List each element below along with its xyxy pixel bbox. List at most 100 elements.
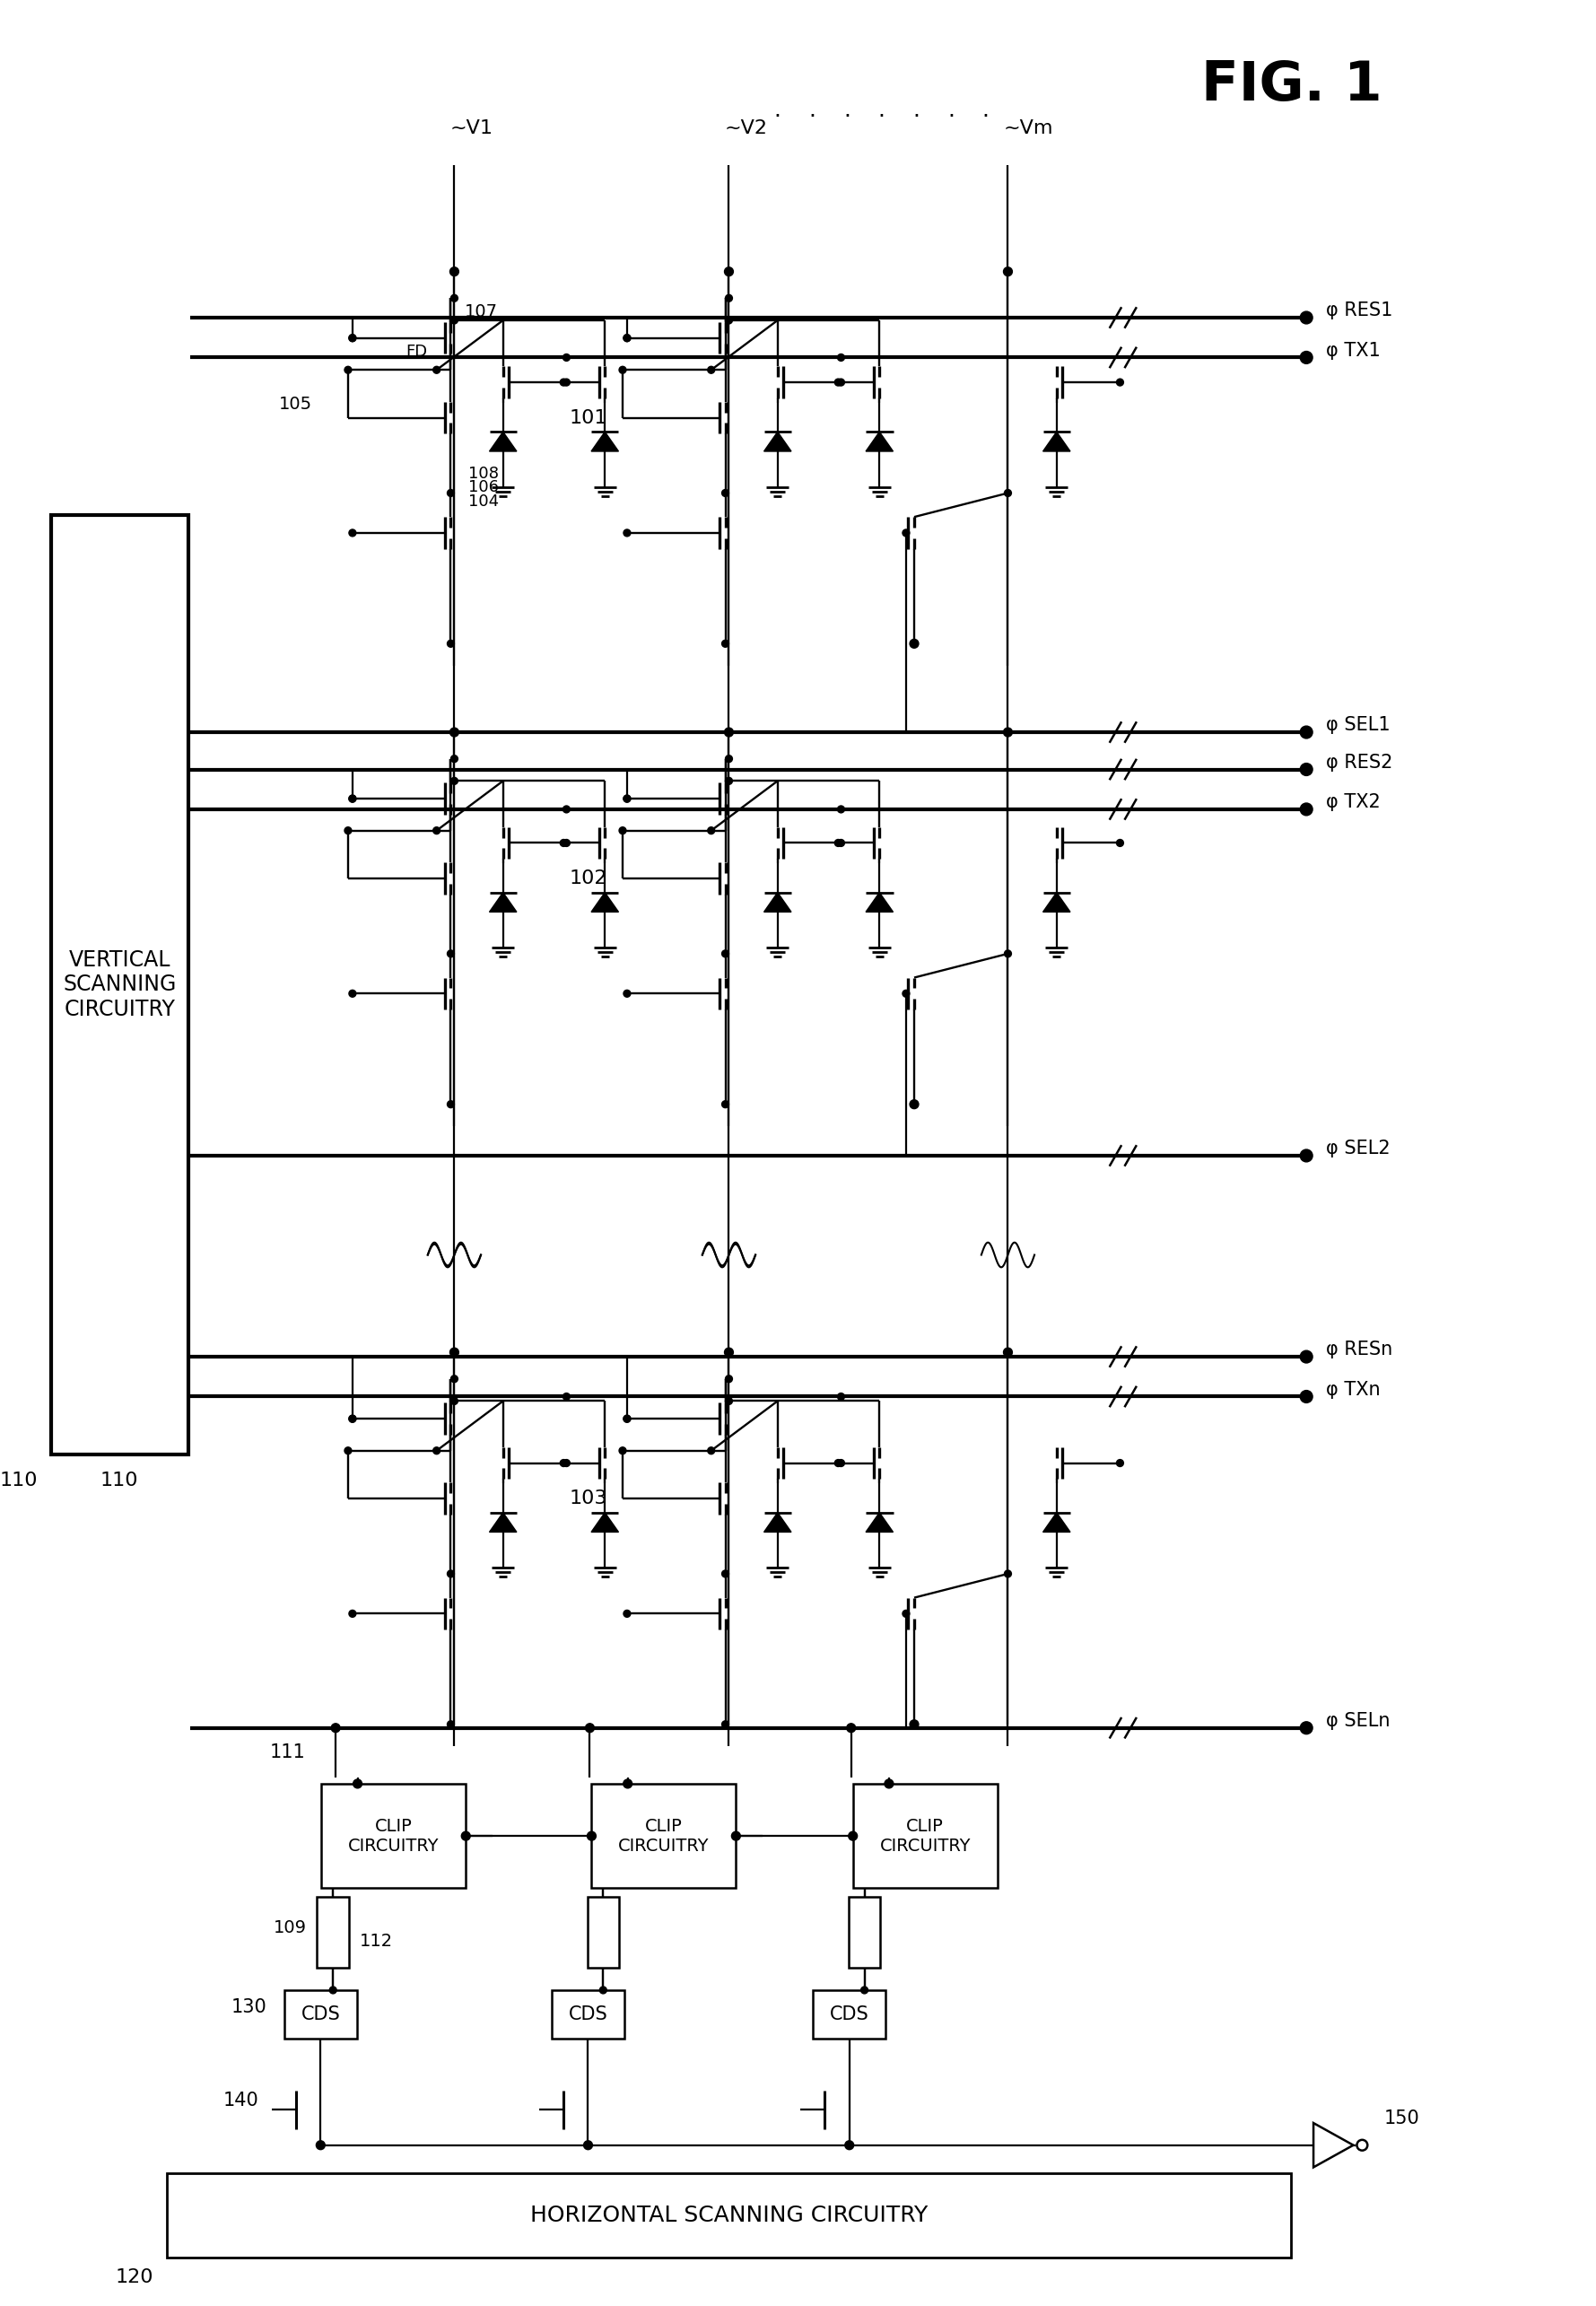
- Circle shape: [835, 1460, 841, 1467]
- Circle shape: [1004, 729, 1012, 736]
- Bar: [852, 1785, 998, 1889]
- Circle shape: [910, 1720, 919, 1730]
- Text: ·: ·: [774, 106, 780, 127]
- Circle shape: [563, 839, 570, 846]
- Circle shape: [725, 729, 733, 736]
- Circle shape: [624, 530, 630, 537]
- Bar: [284, 1990, 358, 2039]
- Text: 150: 150: [1384, 2110, 1420, 2128]
- Text: ·: ·: [982, 106, 990, 127]
- Text: 120: 120: [115, 2269, 153, 2285]
- Circle shape: [902, 989, 910, 996]
- Text: 140: 140: [223, 2092, 259, 2110]
- Circle shape: [902, 1610, 910, 1617]
- Bar: [849, 1898, 881, 1967]
- Text: CDS: CDS: [568, 2006, 608, 2022]
- Polygon shape: [1042, 431, 1071, 452]
- Text: 106: 106: [468, 480, 498, 496]
- Circle shape: [1004, 267, 1012, 277]
- Circle shape: [838, 353, 844, 362]
- Text: 101: 101: [570, 408, 608, 427]
- Circle shape: [721, 489, 729, 496]
- Text: φ TX2: φ TX2: [1326, 793, 1381, 812]
- Circle shape: [838, 1460, 844, 1467]
- Text: ·: ·: [878, 106, 886, 127]
- Bar: [592, 1785, 736, 1889]
- Circle shape: [725, 316, 733, 323]
- Circle shape: [450, 729, 458, 736]
- Text: 102: 102: [570, 869, 608, 888]
- Circle shape: [1301, 763, 1312, 775]
- Circle shape: [450, 267, 458, 277]
- Circle shape: [624, 1780, 632, 1787]
- Circle shape: [624, 1416, 630, 1423]
- Circle shape: [450, 295, 458, 302]
- Text: 108: 108: [468, 466, 498, 482]
- Circle shape: [910, 639, 919, 648]
- Text: 105: 105: [279, 397, 313, 413]
- Text: CLIP
CIRCUITRY: CLIP CIRCUITRY: [618, 1817, 709, 1854]
- Text: ·: ·: [948, 106, 954, 127]
- Circle shape: [624, 989, 630, 996]
- Circle shape: [725, 756, 733, 763]
- Circle shape: [1301, 1351, 1312, 1363]
- Circle shape: [345, 828, 351, 835]
- Circle shape: [902, 530, 910, 537]
- Text: 103: 103: [570, 1490, 608, 1508]
- Circle shape: [721, 1720, 729, 1727]
- Circle shape: [350, 334, 356, 341]
- Circle shape: [1357, 2140, 1368, 2151]
- Circle shape: [447, 489, 455, 496]
- Text: CLIP
CIRCUITRY: CLIP CIRCUITRY: [348, 1817, 439, 1854]
- Circle shape: [350, 530, 356, 537]
- Bar: [51, 514, 188, 1455]
- Text: φ SELn: φ SELn: [1326, 1711, 1390, 1730]
- Circle shape: [721, 1570, 729, 1577]
- Circle shape: [433, 1448, 440, 1455]
- Text: ·: ·: [843, 106, 851, 127]
- Text: 109: 109: [273, 1919, 306, 1937]
- Circle shape: [586, 1723, 594, 1732]
- Circle shape: [884, 1780, 894, 1787]
- Circle shape: [1117, 1460, 1124, 1467]
- Circle shape: [447, 1100, 455, 1107]
- Text: φ SEL2: φ SEL2: [1326, 1139, 1390, 1158]
- Circle shape: [619, 828, 626, 835]
- Circle shape: [619, 1448, 626, 1455]
- Circle shape: [350, 1416, 356, 1423]
- Circle shape: [725, 777, 733, 784]
- Circle shape: [316, 2140, 326, 2149]
- Polygon shape: [1314, 2124, 1353, 2168]
- Circle shape: [447, 1720, 455, 1727]
- Circle shape: [433, 828, 440, 835]
- Circle shape: [624, 796, 630, 802]
- Bar: [812, 1990, 886, 2039]
- Circle shape: [329, 1985, 337, 1995]
- Circle shape: [624, 1416, 630, 1423]
- Circle shape: [844, 2140, 854, 2149]
- Circle shape: [624, 1610, 630, 1617]
- Text: φ SEL1: φ SEL1: [1326, 717, 1390, 733]
- Circle shape: [619, 367, 626, 374]
- Circle shape: [1301, 1148, 1312, 1162]
- Circle shape: [450, 1397, 458, 1404]
- Circle shape: [707, 367, 715, 374]
- Bar: [321, 1785, 466, 1889]
- Circle shape: [560, 378, 567, 385]
- Polygon shape: [490, 1513, 517, 1531]
- Text: ~V1: ~V1: [450, 120, 493, 136]
- Circle shape: [1301, 311, 1312, 323]
- Circle shape: [332, 1723, 340, 1732]
- Circle shape: [1004, 1349, 1012, 1356]
- Polygon shape: [591, 431, 619, 452]
- Circle shape: [1004, 950, 1012, 957]
- Circle shape: [835, 839, 841, 846]
- Circle shape: [563, 805, 570, 812]
- Polygon shape: [591, 1513, 619, 1531]
- Circle shape: [1117, 378, 1124, 385]
- Polygon shape: [490, 892, 517, 911]
- Circle shape: [624, 334, 630, 341]
- Text: 107: 107: [464, 302, 498, 321]
- Circle shape: [838, 839, 844, 846]
- Circle shape: [560, 1460, 567, 1467]
